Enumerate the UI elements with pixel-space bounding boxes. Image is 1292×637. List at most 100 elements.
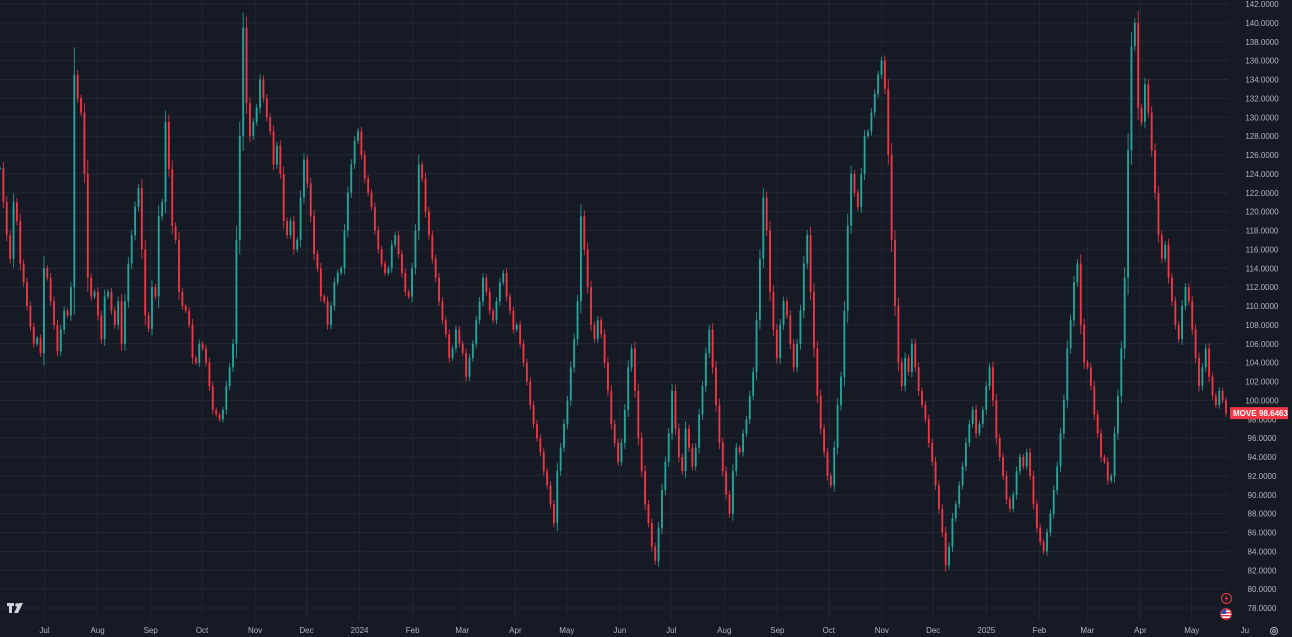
candle-body [343,230,346,269]
candle-body [127,263,130,302]
candle-body [228,367,231,387]
candle-body [924,405,927,420]
candle-body [799,310,802,344]
x-tick-label: Feb [406,626,420,635]
candle-body [100,315,103,340]
tradingview-logo-icon[interactable] [7,603,27,615]
candle-body [1079,263,1082,325]
candle-body [765,197,768,231]
candle-body [525,362,528,382]
candle-body [309,183,312,217]
candle-body [667,433,670,462]
x-tick-label: Aug [717,626,731,635]
candle-body [819,395,822,429]
candle-body [579,216,582,302]
candle-body [286,221,289,236]
candle-body [36,338,39,344]
candle-body [1127,150,1129,278]
candle-body [373,206,376,231]
candle-body [289,221,292,236]
candle-body [394,235,397,245]
candle-body [691,447,694,467]
y-tick-label: 122.0000 [1245,189,1279,198]
candle-body [238,136,241,240]
candle-body [603,334,606,363]
candle-body [15,202,18,222]
candle-body [1181,306,1184,340]
candle-body [502,272,505,283]
candle-body [715,367,717,406]
x-axis[interactable]: Jul Aug Sep Oct Nov Dec 2024 Feb Mar Apr May Jun Jul… [39,626,1249,635]
candle-body [1042,541,1045,552]
candle-body [914,343,917,368]
x-tick-label: Apr [1134,626,1147,635]
x-tick-label: Dec [299,626,313,635]
candle-body [927,419,930,443]
candle-body [813,291,815,349]
x-tick-label: Mar [455,626,469,635]
y-tick-label: 78.0000 [1248,604,1277,613]
lightning-icon[interactable] [1221,593,1232,604]
us-flag-icon[interactable] [1220,608,1232,620]
candle-body [569,367,572,401]
candle-body [981,409,984,424]
y-tick-label: 102.0000 [1245,378,1279,387]
candle-body [961,466,964,486]
y-tick-label: 104.0000 [1245,359,1279,368]
candle-body [49,277,52,302]
candle-body [634,348,636,391]
y-axis[interactable]: 78.0000 80.0000 82.0000 84.0000 86.0000 88.00… [1245,0,1279,613]
y-tick-label: 142.0000 [1245,0,1279,9]
candle-body [414,230,417,269]
candle-body [367,178,370,193]
candle-body [806,235,809,264]
candle-body [596,320,599,340]
candle-body [29,306,32,327]
y-tick-label: 94.0000 [1248,453,1277,462]
candle-body [313,216,316,255]
y-tick-label: 118.0000 [1246,227,1279,236]
last-price-badge [1230,407,1288,420]
candle-body [536,423,538,439]
candle-body [279,145,282,174]
candle-body [404,272,407,292]
gear-icon[interactable] [1269,626,1279,636]
candle-body [563,423,565,448]
candle-body [208,362,211,387]
candle-body [867,131,869,137]
candle-body [954,504,957,519]
candle-body [1137,22,1140,108]
candle-body [252,121,255,137]
candle-body [630,348,633,368]
candle-body [1076,263,1079,283]
candle-body [171,169,174,226]
candle-body [779,324,782,358]
candle-body [951,518,954,547]
candle-body [1089,367,1092,387]
candle-body [218,414,221,420]
y-tick-label: 84.0000 [1248,547,1277,556]
candle-body [1221,390,1224,401]
candle-body [786,301,788,316]
symbol-label: MOVE [1233,409,1257,418]
candle-body [870,112,873,132]
y-tick-label: 140.0000 [1245,19,1279,28]
candle-body [840,376,842,406]
candle-body [380,249,383,264]
x-tick-label: Mar [1080,626,1094,635]
candle-body [1225,400,1227,414]
candle-body [1015,471,1018,495]
candle-body [681,457,684,472]
candle-body [303,159,305,198]
candle-body [9,235,12,259]
candle-body [326,301,329,325]
candle-body [39,338,42,354]
candles [0,10,1227,572]
x-tick-label: Sep [144,626,159,635]
x-tick-label: Jul [666,626,676,635]
y-tick-label: 92.0000 [1248,472,1277,481]
candle-body [475,320,478,344]
x-tick-label: May [1184,626,1199,635]
